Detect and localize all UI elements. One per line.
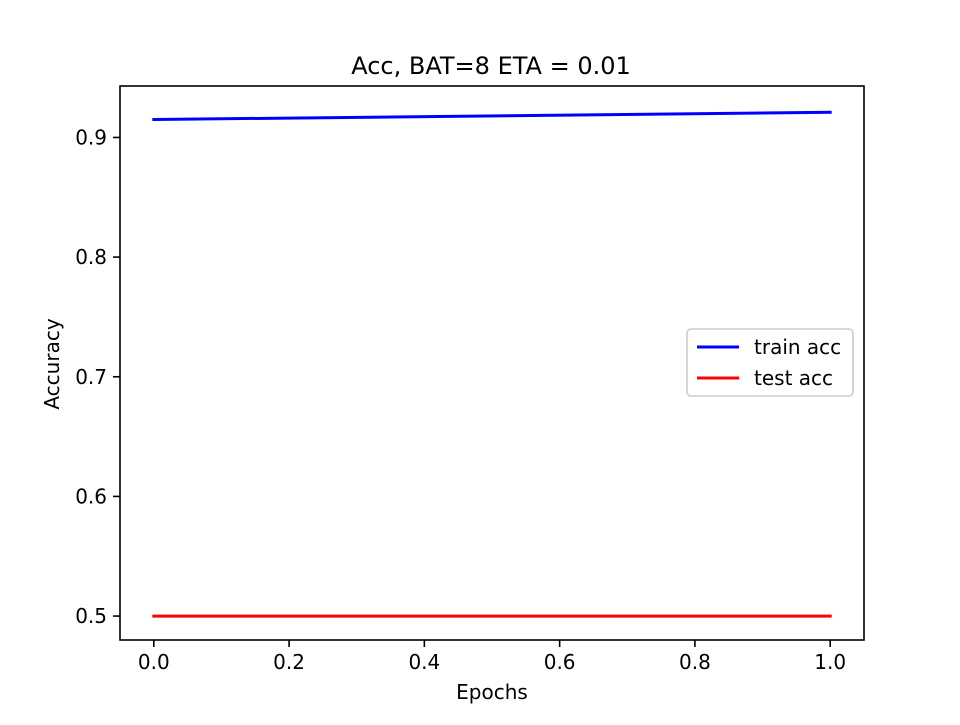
x-axis: 0.0 0.2 0.4 0.6 0.8 1.0 <box>138 640 846 674</box>
y-tick-label: 0.7 <box>75 365 107 389</box>
chart-title: Acc, BAT=8 ETA = 0.01 <box>351 52 631 80</box>
x-tick-label: 0.4 <box>408 650 440 674</box>
plot-frame <box>119 85 865 641</box>
y-axis: 0.5 0.6 0.7 0.8 0.9 <box>75 125 120 628</box>
y-tick-label: 0.5 <box>75 604 107 628</box>
y-tick-label: 0.8 <box>75 245 107 269</box>
legend-label: train acc <box>754 335 841 359</box>
legend-label: test acc <box>754 366 833 390</box>
legend: train acc test acc <box>686 328 854 397</box>
x-tick-label: 0.8 <box>679 650 711 674</box>
x-tick-label: 1.0 <box>814 650 846 674</box>
legend-items: train acc test acc <box>697 335 841 390</box>
x-tick-label: 0.2 <box>273 650 305 674</box>
series-line-train-acc <box>152 110 832 122</box>
y-tick-label: 0.6 <box>75 484 107 508</box>
x-axis-label: Epochs <box>456 680 528 704</box>
x-tick-label: 0.0 <box>138 650 170 674</box>
y-axis-label: Accuracy <box>40 318 64 409</box>
x-tick-label: 0.6 <box>544 650 576 674</box>
series-lines <box>152 110 832 618</box>
y-tick-label: 0.9 <box>75 125 107 149</box>
